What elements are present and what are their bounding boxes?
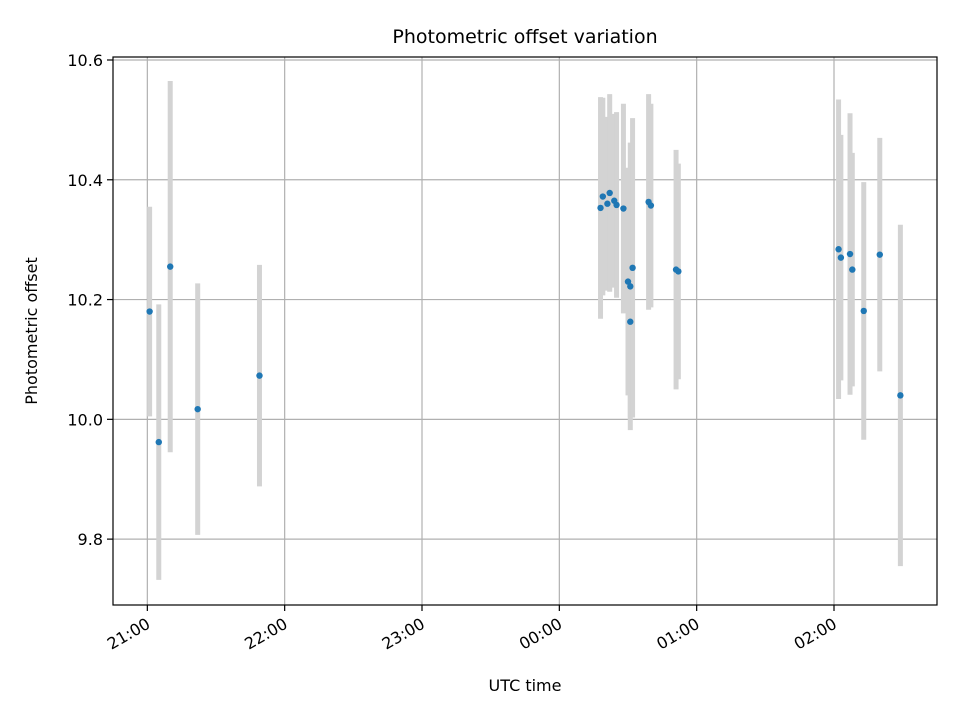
- data-point: [146, 308, 153, 315]
- data-point: [606, 189, 613, 197]
- y-tick-label: 10.4: [67, 171, 103, 190]
- data-point: [627, 283, 634, 290]
- y-axis-label: Photometric offset: [22, 257, 41, 405]
- x-tick-label: 01:00: [653, 614, 702, 654]
- data-point: [835, 246, 842, 253]
- error-bars: [147, 80, 903, 580]
- x-tick-label: 02:00: [791, 614, 840, 654]
- data-point: [860, 307, 867, 315]
- x-tick-label: 23:00: [379, 614, 428, 654]
- y-tick-label: 10.6: [67, 51, 103, 70]
- data-point: [876, 251, 883, 258]
- x-tick-label: 22:00: [241, 614, 290, 654]
- data-points: [146, 189, 904, 446]
- data-point: [194, 405, 201, 413]
- data-point: [620, 205, 627, 212]
- y-axis: 9.8 10.0 10.2 10.4 10.6: [67, 51, 113, 549]
- data-point: [627, 318, 634, 325]
- data-point: [604, 200, 611, 207]
- data-point: [837, 254, 845, 261]
- data-point: [675, 268, 682, 275]
- data-point: [846, 250, 854, 258]
- x-tick-label: 00:00: [516, 614, 565, 654]
- data-point: [155, 438, 162, 446]
- data-point: [256, 372, 263, 379]
- y-tick-label: 9.8: [78, 530, 103, 549]
- chart-title: Photometric offset variation: [392, 26, 657, 48]
- y-tick-label: 10.2: [67, 291, 103, 310]
- y-tick-label: 10.0: [67, 410, 103, 429]
- data-point: [629, 264, 636, 272]
- data-point: [897, 392, 904, 399]
- x-tick-label: 21:00: [104, 614, 153, 654]
- plot-frame: [112, 56, 938, 606]
- x-axis: 21:00 22:00 23:00 00:00 01:00 02:00: [104, 605, 840, 654]
- data-point: [599, 193, 607, 200]
- data-point: [849, 266, 856, 273]
- data-point: [167, 263, 174, 270]
- data-point: [647, 202, 655, 209]
- data-point: [613, 201, 620, 209]
- grid: [113, 57, 937, 605]
- data-point: [624, 278, 632, 285]
- data-point: [597, 204, 604, 212]
- x-axis-label: UTC time: [489, 676, 562, 695]
